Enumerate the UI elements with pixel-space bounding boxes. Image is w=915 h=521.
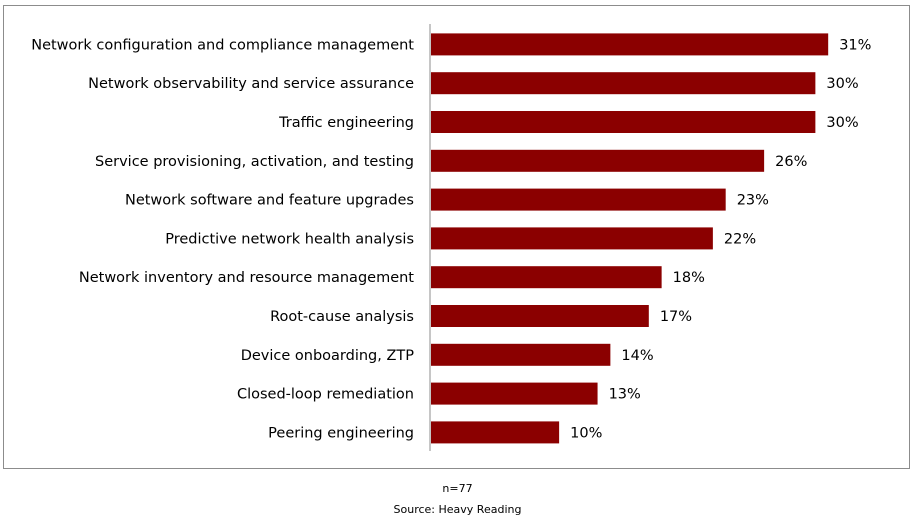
value-label: 13% xyxy=(609,387,641,403)
bar xyxy=(431,149,765,172)
value-label: 23% xyxy=(737,193,769,209)
bar xyxy=(431,382,598,405)
source-note: Source: Heavy Reading xyxy=(393,503,522,516)
value-label: 17% xyxy=(660,309,692,325)
category-label: Root-cause analysis xyxy=(270,309,414,325)
category-label: Network inventory and resource managemen… xyxy=(79,270,414,286)
value-label: 14% xyxy=(621,348,653,364)
labels-layer: Network configuration and compliance man… xyxy=(31,37,871,441)
category-label: Network observability and service assura… xyxy=(88,76,414,92)
category-label: Predictive network health analysis xyxy=(165,231,414,247)
sample-size-note: n=77 xyxy=(442,482,473,495)
bar xyxy=(431,343,611,366)
category-label: Peering engineering xyxy=(268,425,414,441)
value-label: 30% xyxy=(826,115,858,131)
bar xyxy=(431,188,726,211)
bar-chart: Network configuration and compliance man… xyxy=(31,24,871,451)
value-label: 26% xyxy=(775,154,807,170)
bar xyxy=(431,266,662,289)
category-label: Traffic engineering xyxy=(278,115,414,131)
value-label: 30% xyxy=(826,76,858,92)
category-label: Service provisioning, activation, and te… xyxy=(95,154,414,170)
bar xyxy=(431,305,649,327)
bar xyxy=(431,33,829,56)
bar xyxy=(431,111,816,133)
bar xyxy=(431,72,816,95)
value-label: 22% xyxy=(724,231,756,247)
category-label: Network software and feature upgrades xyxy=(125,193,414,209)
value-label: 10% xyxy=(570,425,602,441)
bar xyxy=(431,421,560,444)
bar xyxy=(431,227,713,250)
category-label: Device onboarding, ZTP xyxy=(241,348,415,364)
value-label: 18% xyxy=(673,270,705,286)
value-label: 31% xyxy=(839,37,871,53)
category-label: Closed-loop remediation xyxy=(237,387,414,403)
bars-layer xyxy=(431,33,829,444)
category-label: Network configuration and compliance man… xyxy=(31,37,414,53)
chart-frame: Network configuration and compliance man… xyxy=(3,5,910,469)
